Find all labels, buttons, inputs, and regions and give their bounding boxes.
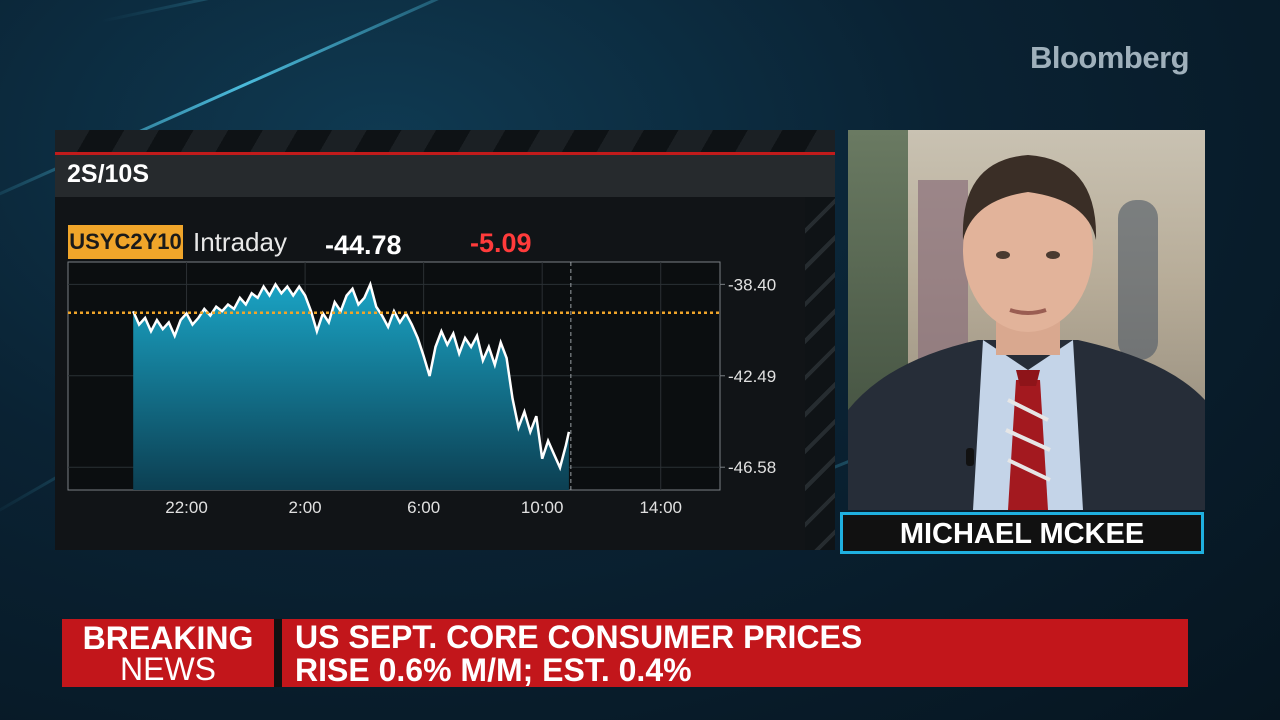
panel-side-stripes — [805, 197, 835, 550]
breaking-news-bar — [62, 619, 1188, 687]
change-value: -5.09 — [470, 228, 532, 258]
guest-figure — [848, 155, 1205, 510]
intraday-chart: 22:00 2:00 6:00 10:00 14:00 -38.40 -42.49 -46.5… — [67, 261, 776, 517]
x-tick-label: 6:00 — [407, 498, 440, 517]
bloomberg-logo: Bloomberg — [1030, 40, 1190, 75]
period-label: Intraday — [193, 227, 287, 257]
ticker-badge: USYC2Y10 — [68, 225, 183, 259]
x-tick-label: 10:00 — [521, 498, 564, 517]
current-value: -44.78 — [325, 230, 402, 260]
guest-name-plate: MICHAEL MCKEE — [840, 512, 1204, 554]
headline-line1: US SEPT. CORE CONSUMER PRICES — [295, 619, 863, 655]
y-tick-label: -38.40 — [728, 275, 776, 294]
video-background — [1118, 200, 1158, 360]
y-tick-label: -42.49 — [728, 367, 776, 386]
series-area — [133, 284, 569, 490]
chart-panel: 2S/10S USYC2Y10 Intraday -44.78 -5.09 22… — [55, 130, 835, 550]
y-tick-label: -46.58 — [728, 458, 776, 477]
guest-video-feed — [848, 130, 1205, 510]
panel-accent-line — [55, 152, 835, 155]
breaking-separator — [274, 619, 282, 687]
breaking-news-label: BREAKING NEWS — [62, 619, 274, 687]
series-line — [132, 280, 571, 472]
chart-title-bar — [55, 155, 835, 197]
breaking-label-line2: NEWS — [120, 651, 216, 687]
breaking-headline: US SEPT. CORE CONSUMER PRICES RISE 0.6% … — [295, 621, 862, 687]
x-tick-label: 14:00 — [639, 498, 682, 517]
headline-line2: RISE 0.6% M/M; EST. 0.4% — [295, 652, 692, 688]
panel-top-stripe — [55, 130, 835, 152]
x-tick-label: 2:00 — [289, 498, 322, 517]
breaking-label-line1: BREAKING — [82, 620, 254, 656]
chart-title: 2S/10S — [67, 160, 150, 188]
video-background — [918, 180, 968, 360]
x-tick-label: 22:00 — [165, 498, 208, 517]
background-light-streak — [99, 0, 649, 23]
